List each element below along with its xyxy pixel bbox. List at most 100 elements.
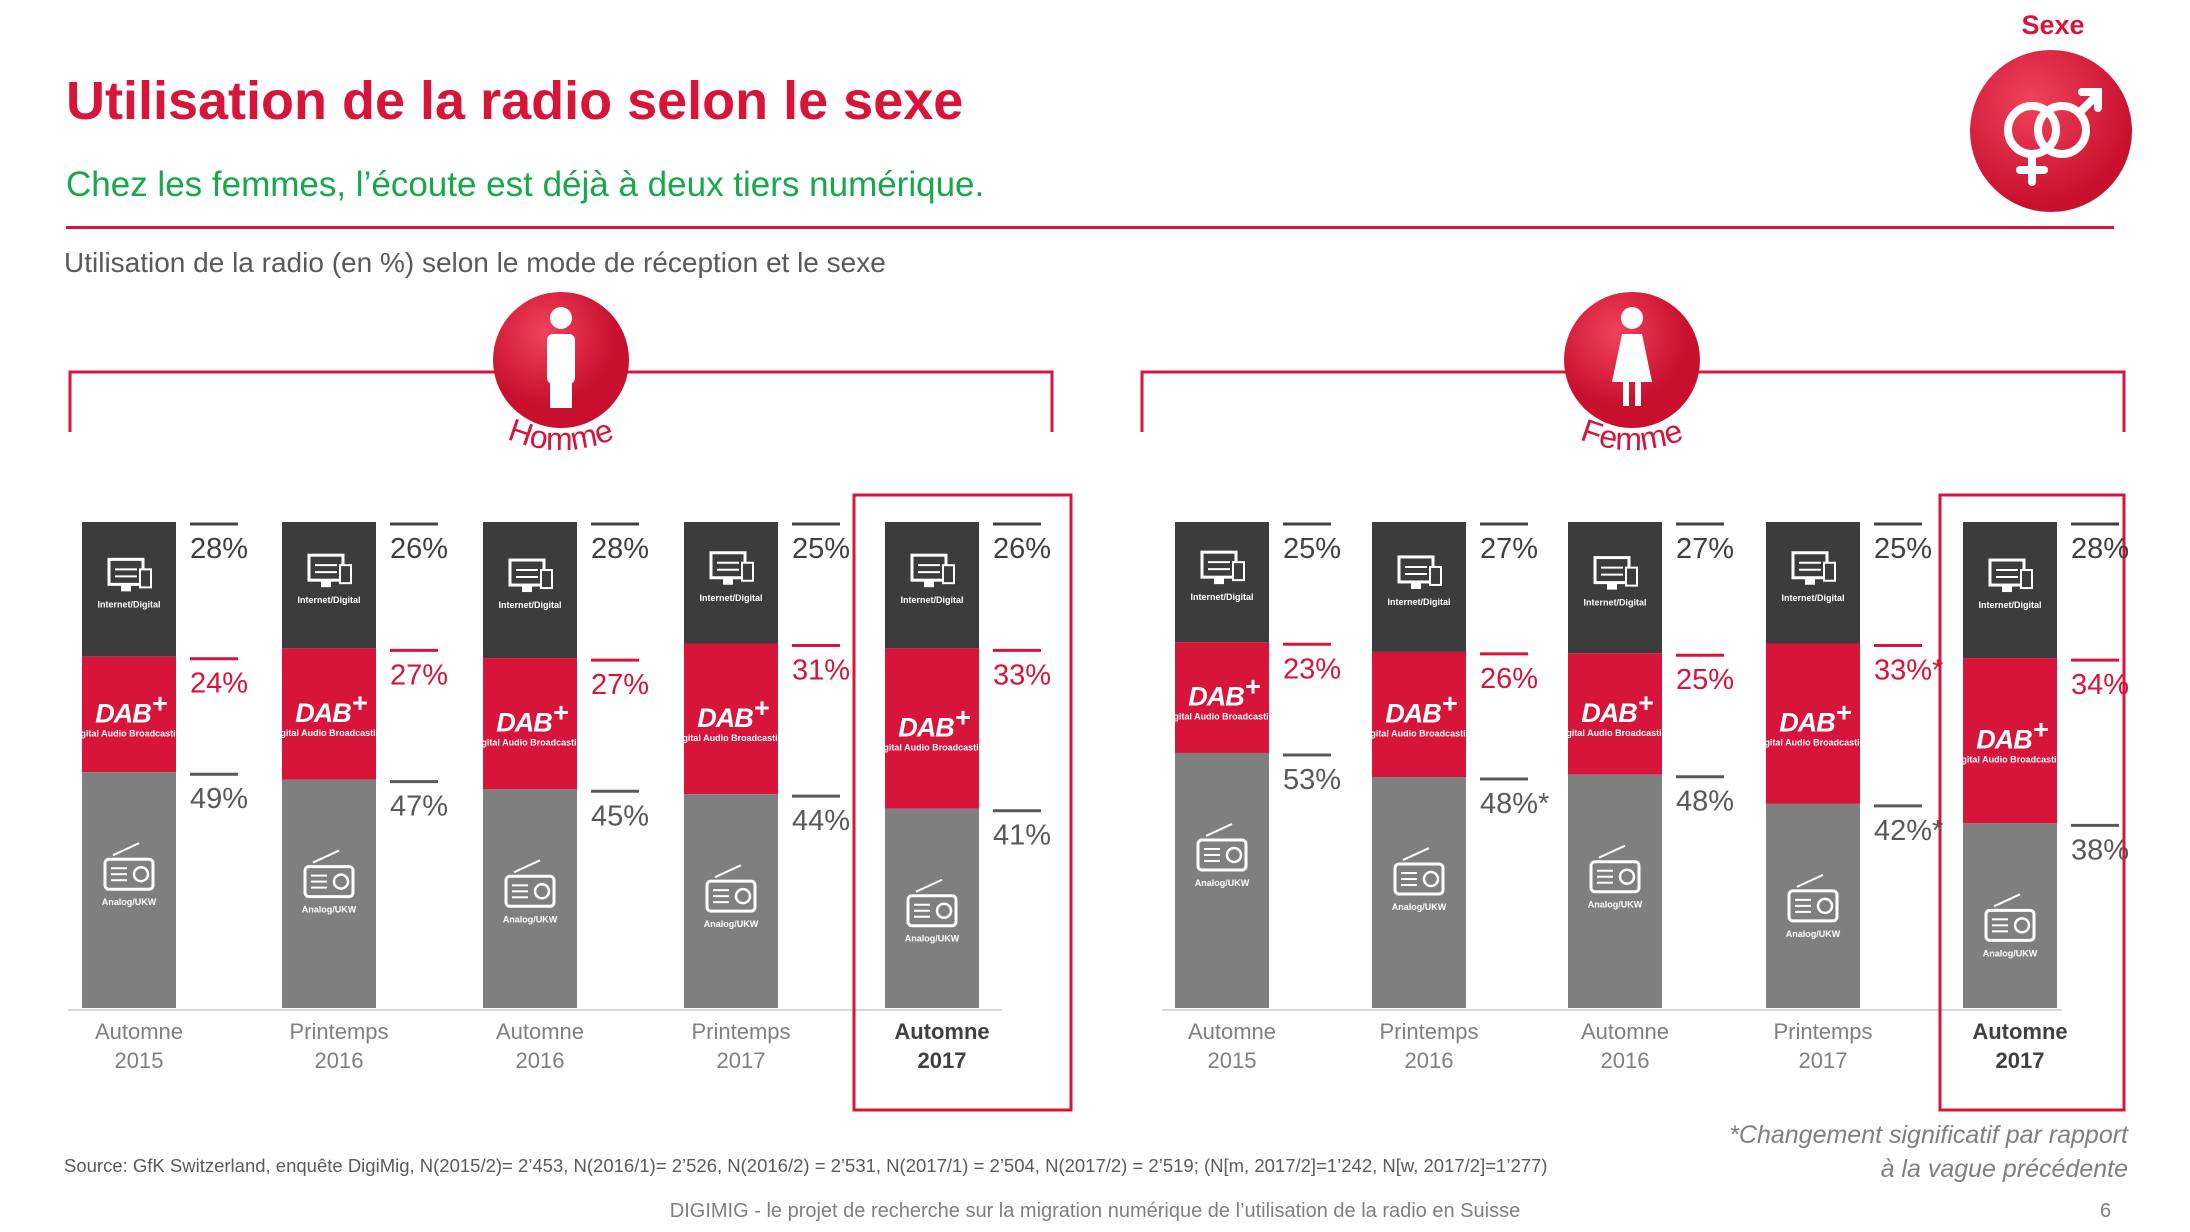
value-label-dab: 31% [792, 655, 850, 687]
value-label-analog: 49% [190, 783, 248, 815]
dab-plus-sign: + [1245, 672, 1261, 702]
monitor-stand [1411, 583, 1421, 589]
value-label-internet: 25% [1874, 533, 1932, 565]
segment-label-analog: Analog/UKW [1392, 902, 1447, 912]
value-label-analog: 41% [993, 820, 1051, 852]
bar-segment-analog [483, 789, 577, 1008]
tablet-shape [140, 569, 151, 587]
x-tick-label: Printemps [289, 1019, 388, 1044]
x-tick-label: Automne [95, 1019, 183, 1044]
stacked-bar: Internet/Digital DAB + Digital Audio Broadc… [472, 522, 649, 1008]
segment-label-internet: Internet/Digital [900, 595, 963, 605]
stacked-bar: Internet/Digital DAB + Digital Audio Broadc… [1164, 522, 1341, 1008]
x-tick-label: Printemps [1773, 1019, 1872, 1044]
stacked-bar: Internet/Digital DAB + Digital Audio Broadc… [71, 522, 248, 1008]
x-tick-label: Automne [1972, 1019, 2067, 1044]
segment-label-analog: Analog/UKW [102, 897, 157, 907]
footnote-line-2: à la vague précédente [1680, 1152, 2128, 1186]
dab-logo-text: DAB [898, 713, 954, 743]
segment-label-analog: Analog/UKW [1195, 878, 1250, 888]
dab-plus-sign: + [1638, 688, 1654, 718]
value-label-dab: 23% [1283, 653, 1341, 685]
monitor-stand [321, 581, 331, 587]
female-person-icon [1564, 292, 1700, 428]
value-label-analog: 45% [591, 800, 649, 832]
x-tick-label: Printemps [691, 1019, 790, 1044]
page-number: 6 [2100, 1200, 2111, 1223]
segment-label-analog: Analog/UKW [1983, 948, 2038, 958]
segment-label-internet: Internet/Digital [1781, 593, 1844, 603]
segment-label-analog: Analog/UKW [1786, 929, 1841, 939]
value-label-internet: 26% [390, 533, 448, 565]
monitor-stand [723, 579, 733, 585]
dab-plus-sign: + [152, 688, 168, 718]
footnote: *Changement significatif par rapport à l… [1680, 1118, 2128, 1186]
value-label-internet: 26% [993, 533, 1051, 565]
segment-label-internet: Internet/Digital [1387, 597, 1450, 607]
tablet-shape [1626, 568, 1637, 586]
dab-logo-text: DAB [1976, 725, 2032, 755]
monitor-stand [1607, 584, 1617, 590]
value-label-analog: 44% [792, 805, 850, 837]
value-label-dab: 24% [190, 668, 248, 700]
value-label-analog: 38% [2071, 834, 2129, 866]
person-head [1621, 307, 1643, 329]
person-body [547, 334, 575, 384]
segment-label-analog: Analog/UKW [704, 919, 759, 929]
person-head [550, 307, 572, 329]
value-label-dab: 26% [1480, 663, 1538, 695]
person-leg [1635, 380, 1641, 406]
segment-label-dab: Digital Audio Broadcasting [271, 728, 386, 738]
x-tick-label: 2016 [1601, 1048, 1650, 1073]
value-label-internet: 27% [1480, 533, 1538, 565]
segment-label-dab: Digital Audio Broadcasting [472, 738, 587, 748]
bar-segment-analog [684, 794, 778, 1008]
segment-label-dab: Digital Audio Broadcasting [874, 743, 989, 753]
tablet-shape [742, 563, 753, 581]
value-label-internet: 28% [591, 533, 649, 565]
dab-plus-sign: + [955, 703, 971, 733]
x-tick-label: Automne [496, 1019, 584, 1044]
value-label-analog: 48%* [1480, 788, 1549, 820]
dab-logo-text: DAB [1385, 698, 1441, 728]
x-tick-label: 2017 [1996, 1048, 2045, 1073]
value-label-analog: 53% [1283, 764, 1341, 796]
tablet-shape [2021, 570, 2032, 588]
x-tick-label: 2016 [315, 1048, 364, 1073]
segment-label-internet: Internet/Digital [97, 599, 160, 609]
segment-label-dab: Digital Audio Broadcasting [673, 733, 788, 743]
tablet-shape [541, 570, 552, 588]
segment-label-dab: Digital Audio Broadcasting [1755, 738, 1870, 748]
dab-logo-text: DAB [95, 698, 151, 728]
stacked-bar: Internet/Digital DAB + Digital Audio Broadc… [1557, 522, 1734, 1008]
value-label-dab: 33% [993, 659, 1051, 691]
monitor-stand [1805, 579, 1815, 585]
chart-group-femme: FemmeInternet/DigitalDAB +Digital Audio B… [1142, 292, 2129, 1110]
x-tick-label: 2017 [1799, 1048, 1848, 1073]
segment-label-internet: Internet/Digital [297, 595, 360, 605]
dab-plus-sign: + [754, 693, 770, 723]
segment-label-internet: Internet/Digital [1190, 592, 1253, 602]
segment-label-internet: Internet/Digital [498, 600, 561, 610]
person-leg [1623, 380, 1629, 406]
x-tick-label: 2016 [516, 1048, 565, 1073]
source-note: Source: GfK Switzerland, enquête DigiMig… [64, 1155, 1547, 1177]
dab-plus-sign: + [553, 698, 569, 728]
segment-label-analog: Analog/UKW [503, 914, 558, 924]
person-legs [550, 380, 572, 408]
value-label-analog: 42%* [1874, 815, 1943, 847]
x-tick-label: 2016 [1405, 1048, 1454, 1073]
segment-label-dab: Digital Audio Broadcasting [1557, 728, 1672, 738]
value-label-internet: 25% [792, 533, 850, 565]
tablet-shape [340, 565, 351, 583]
dab-plus-sign: + [1442, 688, 1458, 718]
x-tick-label: 2015 [115, 1048, 164, 1073]
stacked-bar: Internet/Digital DAB + Digital Audio Broadc… [1361, 522, 1549, 1008]
monitor-stand [1214, 578, 1224, 584]
value-label-analog: 48% [1676, 786, 1734, 818]
value-label-analog: 47% [390, 791, 448, 823]
footnote-line-1: *Changement significatif par rapport [1680, 1118, 2128, 1152]
segment-label-analog: Analog/UKW [905, 934, 960, 944]
tablet-shape [1824, 563, 1835, 581]
